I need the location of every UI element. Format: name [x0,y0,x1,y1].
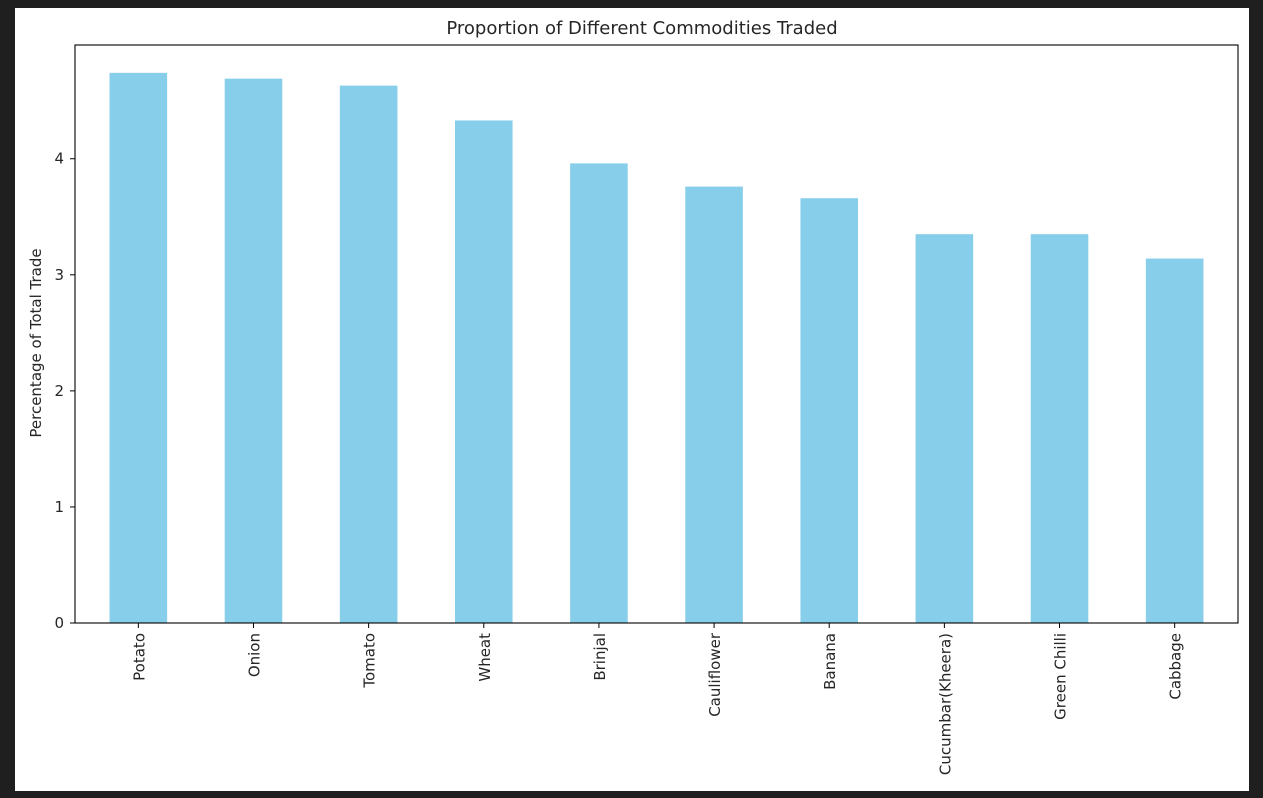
x-axis-tick-labels: Potato Onion Tomato Wheat Brinjal Cauliflower… [130,623,1185,775]
x-tick-label: Potato [130,633,148,681]
x-tick-label: Cauliflower [706,632,724,717]
y-axis-label: Percentage of Total Trade [27,248,45,437]
x-tick-label: Green Chilli [1052,633,1070,720]
y-tick-label: 1 [54,498,64,516]
bar-banana [800,198,859,623]
bar-chart: Proportion of Different Commodities Trad… [27,18,1239,775]
bar-wheat [454,120,513,623]
x-tick-label: Cucumbar(Kheera) [936,633,954,775]
y-tick-label: 0 [54,614,64,632]
bar-potato [109,72,168,624]
bar-cauliflower [685,186,743,623]
y-axis-ticks: 0 1 2 3 4 [54,150,75,632]
bars [109,72,1204,624]
x-tick-label: Onion [245,633,263,677]
x-tick-label: Cabbage [1167,633,1185,700]
x-tick-label: Wheat [476,633,494,682]
x-tick-label: Tomato [361,633,379,689]
x-tick-label: Banana [821,633,839,690]
chart-title: Proportion of Different Commodities Trad… [446,18,837,39]
bar-cabbage [1145,258,1204,623]
bar-cucumbar-kheera [915,234,974,623]
chart-figure: Proportion of Different Commodities Trad… [15,8,1249,791]
y-tick-label: 4 [54,150,64,168]
bar-brinjal [570,163,628,623]
x-tick-label: Brinjal [591,633,609,681]
bar-onion [224,78,283,624]
y-tick-label: 2 [54,382,64,400]
plot-area-frame [74,44,1239,624]
bar-green-chilli [1030,234,1089,623]
y-tick-label: 3 [54,266,64,284]
bar-tomato [339,85,398,623]
